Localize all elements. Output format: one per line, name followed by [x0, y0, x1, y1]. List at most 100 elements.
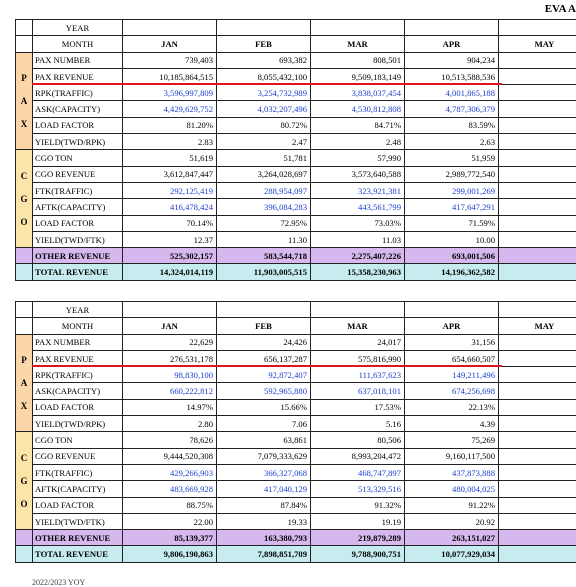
data-cell: 83.59% — [405, 117, 499, 133]
data-cell: 14,324,014,119 — [123, 264, 217, 280]
data-cell — [499, 334, 576, 350]
row-label: CGO TON — [33, 432, 123, 448]
cgo-letter: G — [16, 476, 32, 486]
row-label: TOTAL REVENUE — [33, 546, 123, 562]
data-cell: 8,993,204,472 — [311, 448, 405, 464]
month-header: MAY — [499, 36, 576, 52]
data-cell — [499, 350, 576, 366]
row-label: CGO TON — [33, 150, 123, 166]
data-cell: 2.80 — [123, 416, 217, 432]
data-cell — [499, 546, 576, 562]
row-label: CGO REVENUE — [33, 166, 123, 182]
data-cell: 2.83 — [123, 134, 217, 150]
data-cell: 98,830,100 — [123, 367, 217, 383]
data-cell: 22.13% — [405, 399, 499, 415]
data-cell: 480,004,025 — [405, 481, 499, 497]
row-label: CGO REVENUE — [33, 448, 123, 464]
pax-letter: P — [16, 73, 32, 83]
data-cell: 2.63 — [405, 134, 499, 150]
year-cell — [405, 302, 499, 318]
year-cell — [123, 20, 217, 36]
data-cell: 19.33 — [217, 513, 311, 529]
row-label: RPK(TRAFFIC) — [33, 85, 123, 101]
data-cell: 149,211,496 — [405, 367, 499, 383]
data-cell — [499, 150, 576, 166]
data-cell: 3,573,640,588 — [311, 166, 405, 182]
row-label: FTK(TRAFFIC) — [33, 182, 123, 198]
data-cell: 10.00 — [405, 231, 499, 247]
month-header: APR — [405, 318, 499, 334]
data-cell: 11,903,005,515 — [217, 264, 311, 280]
data-cell — [499, 399, 576, 415]
data-cell: 91.22% — [405, 497, 499, 513]
year-cell — [499, 302, 576, 318]
data-cell: 483,669,928 — [123, 481, 217, 497]
data-cell: 57,990 — [311, 150, 405, 166]
data-cell: 443,561,799 — [311, 199, 405, 215]
data-cell: 660,222,812 — [123, 383, 217, 399]
data-cell: 10,077,929,034 — [405, 546, 499, 562]
data-cell: 637,018,101 — [311, 383, 405, 399]
year-cell — [123, 302, 217, 318]
month-header: MAY — [499, 318, 576, 334]
data-cell — [499, 448, 576, 464]
data-cell: 20.92 — [405, 513, 499, 529]
row-label: LOAD FACTOR — [33, 399, 123, 415]
data-cell — [499, 416, 576, 432]
year-cell — [311, 302, 405, 318]
data-cell — [499, 264, 576, 280]
data-cell: 3,838,037,454 — [311, 85, 405, 101]
data-cell: 5.16 — [311, 416, 405, 432]
row-label: YIELD(TWD/RPK) — [33, 416, 123, 432]
data-cell: 429,266,903 — [123, 464, 217, 480]
data-cell: 7,079,333,629 — [217, 448, 311, 464]
data-cell: 3,612,847,447 — [123, 166, 217, 182]
data-cell: 9,160,117,500 — [405, 448, 499, 464]
data-cell: 87.84% — [217, 497, 311, 513]
data-cell: 84.71% — [311, 117, 405, 133]
data-cell: 808,501 — [311, 52, 405, 68]
data-cell: 163,380,793 — [217, 530, 311, 546]
data-cell: 51,959 — [405, 150, 499, 166]
data-cell — [499, 481, 576, 497]
year-cell — [311, 20, 405, 36]
month-label: MONTH — [33, 36, 123, 52]
data-cell: 88.75% — [123, 497, 217, 513]
row-label: LOAD FACTOR — [33, 215, 123, 231]
data-cell: 417,040,129 — [217, 481, 311, 497]
data-cell: 14,196,362,582 — [405, 264, 499, 280]
data-cell: 14.97% — [123, 399, 217, 415]
data-cell: 583,544,718 — [217, 248, 311, 264]
pax-letter: P — [16, 355, 32, 365]
data-cell: 366,327,068 — [217, 464, 311, 480]
data-cell: 81.20% — [123, 117, 217, 133]
data-cell: 904,234 — [405, 52, 499, 68]
data-cell: 693,001,506 — [405, 248, 499, 264]
cgo-letter: C — [16, 453, 32, 463]
data-cell: 592,965,880 — [217, 383, 311, 399]
data-cell — [499, 530, 576, 546]
year-row: YEAR — [16, 302, 576, 318]
data-cell: 513,329,516 — [311, 481, 405, 497]
month-label: MONTH — [33, 318, 123, 334]
month-header: APR — [405, 36, 499, 52]
data-cell: 71.59% — [405, 215, 499, 231]
data-cell: 299,001,269 — [405, 182, 499, 198]
data-cell: 12.37 — [123, 231, 217, 247]
data-cell: 3,596,997,809 — [123, 85, 217, 101]
side-blank — [16, 530, 33, 546]
data-cell: 288,954,097 — [217, 182, 311, 198]
